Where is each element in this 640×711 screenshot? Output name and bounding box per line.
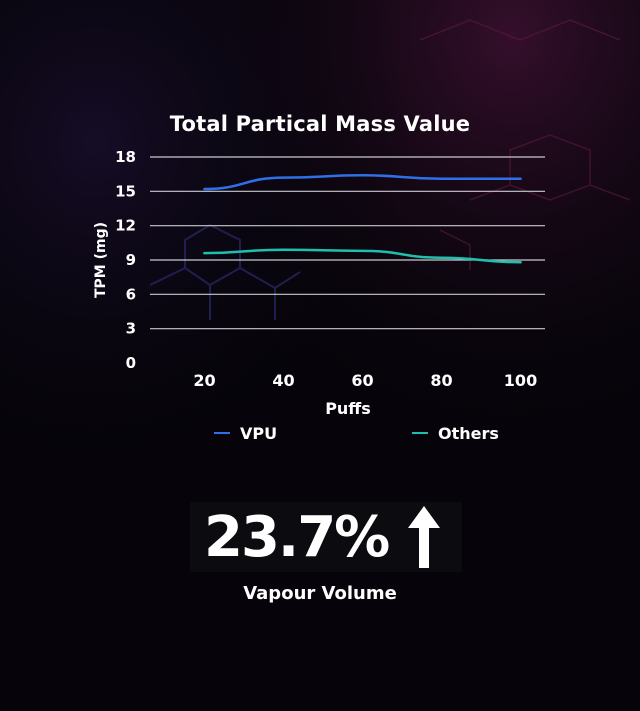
arrow-up-icon bbox=[408, 506, 440, 568]
series-line-vpu bbox=[203, 174, 522, 191]
data-point-vpu-100 bbox=[519, 177, 522, 180]
data-point-others-20 bbox=[203, 251, 206, 255]
y-tick-label: 12 bbox=[115, 217, 136, 235]
legend-swatch-others bbox=[412, 431, 428, 434]
legend-item-others: Others bbox=[412, 424, 499, 443]
stat-value: 23.7% bbox=[204, 505, 390, 570]
y-tick-label: 0 bbox=[126, 354, 136, 372]
stat-label: Vapour Volume bbox=[243, 583, 397, 604]
data-point-vpu-40 bbox=[282, 176, 285, 179]
y-tick-label: 15 bbox=[115, 182, 136, 200]
legend-label-others: Others bbox=[438, 424, 499, 443]
y-tick-label: 18 bbox=[115, 148, 136, 166]
x-tick-label: 100 bbox=[504, 371, 537, 390]
chart-title: Total Partical Mass Value bbox=[169, 112, 471, 136]
data-point-vpu-60 bbox=[361, 174, 364, 177]
x-tick-label: 80 bbox=[430, 371, 452, 390]
data-point-vpu-80 bbox=[440, 177, 443, 180]
data-point-others-100 bbox=[519, 261, 522, 264]
legend-item-vpu: VPU bbox=[214, 424, 277, 443]
y-tick-label: 3 bbox=[126, 320, 136, 338]
y-axis-label: TPM (mg) bbox=[93, 222, 109, 298]
data-point-others-60 bbox=[361, 249, 364, 253]
x-tick-label: 60 bbox=[351, 371, 373, 390]
y-tick-label: 6 bbox=[126, 285, 136, 303]
stat-box bbox=[190, 502, 462, 572]
x-axis-label: Puffs bbox=[325, 399, 371, 418]
y-tick-label: 9 bbox=[126, 251, 136, 269]
legend-swatch-vpu bbox=[214, 431, 230, 434]
data-point-vpu-20 bbox=[203, 187, 206, 191]
legend-label-vpu: VPU bbox=[240, 424, 278, 443]
data-point-others-80 bbox=[440, 256, 443, 259]
data-point-others-40 bbox=[282, 248, 285, 251]
x-tick-label: 20 bbox=[193, 371, 215, 390]
x-tick-label: 40 bbox=[272, 371, 294, 390]
